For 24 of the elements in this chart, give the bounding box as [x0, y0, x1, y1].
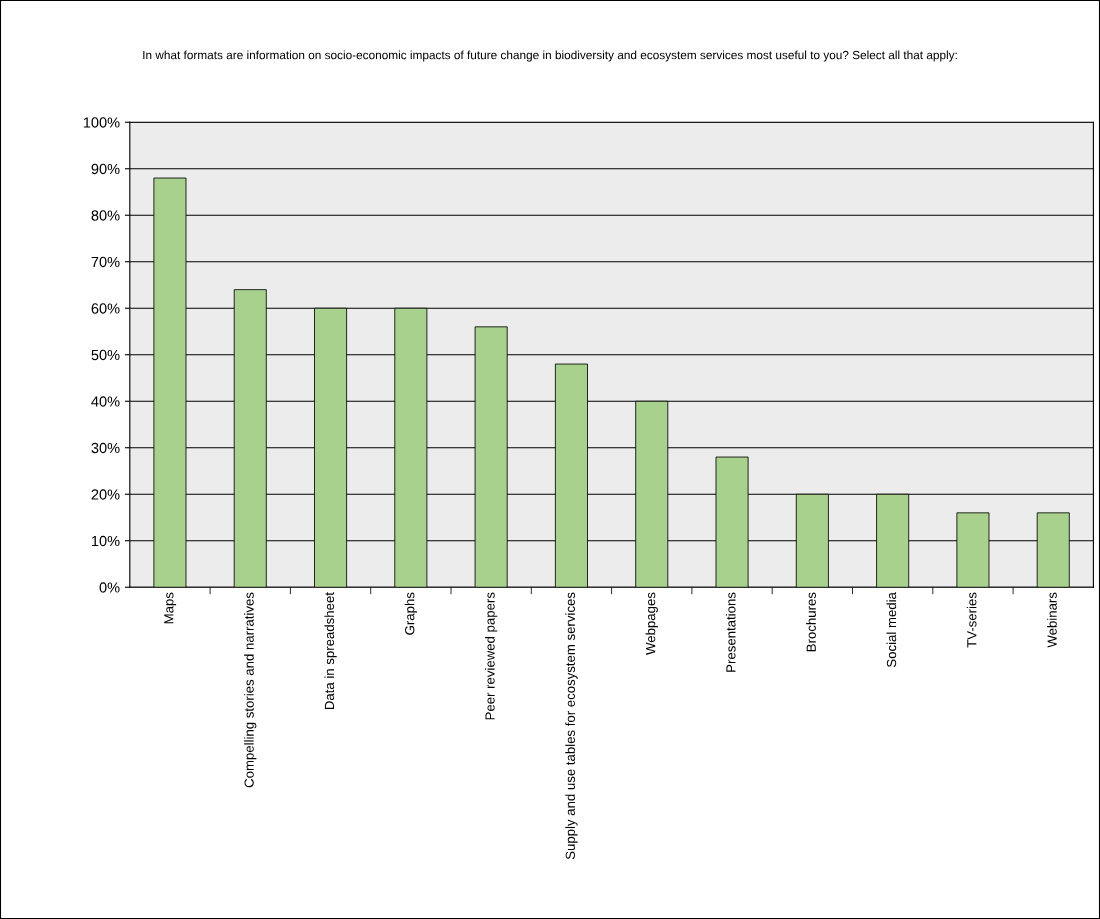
x-tick-label: Peer reviewed papers	[485, 592, 498, 720]
y-tick-label: 100%	[83, 117, 120, 128]
x-tick-label: Webinars	[1047, 592, 1057, 648]
x-tick-label: Compelling stories and narratives	[244, 592, 257, 788]
x-tick-label: Social media	[886, 592, 897, 668]
y-tick-label: 30%	[91, 442, 120, 454]
x-tick-label: Data in spreadsheet	[324, 592, 337, 710]
chart-title: In what formats are information on socio-economic impacts of future change in biodiversity and ecosystem services most useful to you? Select all that apply:	[143, 50, 957, 62]
y-tick-label: 0%	[99, 582, 120, 593]
x-tick-label: Supply and use tables for ecosystem services	[565, 592, 578, 860]
y-tick-label: 80%	[91, 210, 120, 221]
y-tick-label: 50%	[91, 349, 120, 361]
x-tick-label: Brochures	[806, 592, 816, 652]
x-tick-label: Graphs	[404, 592, 417, 635]
y-tick-label: 10%	[92, 535, 120, 547]
x-tick-label: Maps	[164, 592, 177, 624]
x-tick-label: TV-series	[966, 592, 977, 648]
y-tick-label: 20%	[91, 489, 120, 500]
y-tick-label: 70%	[91, 256, 120, 268]
y-tick-label: 90%	[91, 163, 120, 175]
y-tick-label: 40%	[91, 396, 120, 407]
x-tick-label: Presentations	[725, 592, 736, 672]
y-tick-label: 60%	[91, 303, 120, 314]
x-tick-label: Webpages	[645, 592, 658, 655]
